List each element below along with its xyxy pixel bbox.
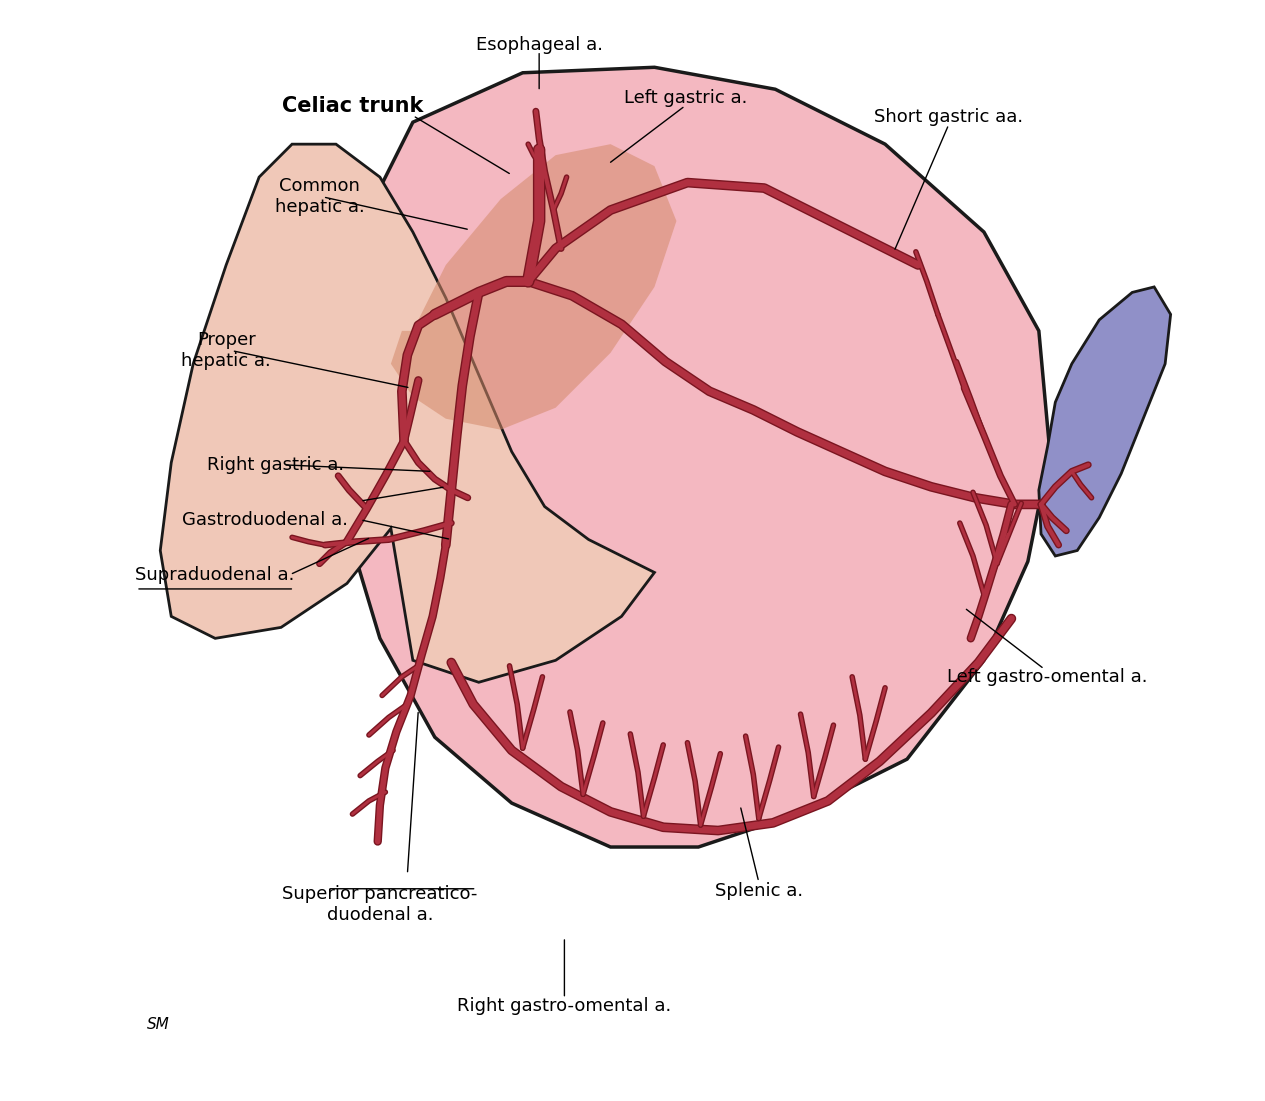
Text: Proper
hepatic a.: Proper hepatic a. [181, 331, 271, 370]
Text: Celiac trunk: Celiac trunk [282, 96, 423, 116]
Text: Short gastric aa.: Short gastric aa. [874, 108, 1023, 126]
Text: Gastroduodenal a.: Gastroduodenal a. [182, 511, 348, 528]
Text: Right gastric a.: Right gastric a. [207, 456, 344, 473]
Text: Left gastro-omental a.: Left gastro-omental a. [947, 668, 1147, 686]
Polygon shape [336, 67, 1050, 847]
Text: Superior pancreatico-
duodenal a.: Superior pancreatico- duodenal a. [282, 885, 478, 924]
Polygon shape [1039, 287, 1170, 556]
Text: SM: SM [147, 1017, 170, 1033]
Text: Common
hepatic a.: Common hepatic a. [275, 177, 364, 216]
Text: Splenic a.: Splenic a. [715, 882, 803, 900]
Polygon shape [391, 144, 677, 429]
Polygon shape [161, 144, 654, 683]
Text: Supraduodenal a.: Supraduodenal a. [135, 566, 295, 584]
Text: Esophageal a.: Esophageal a. [476, 36, 602, 54]
Text: Left gastric a.: Left gastric a. [624, 89, 746, 107]
Text: Right gastro-omental a.: Right gastro-omental a. [457, 998, 672, 1015]
